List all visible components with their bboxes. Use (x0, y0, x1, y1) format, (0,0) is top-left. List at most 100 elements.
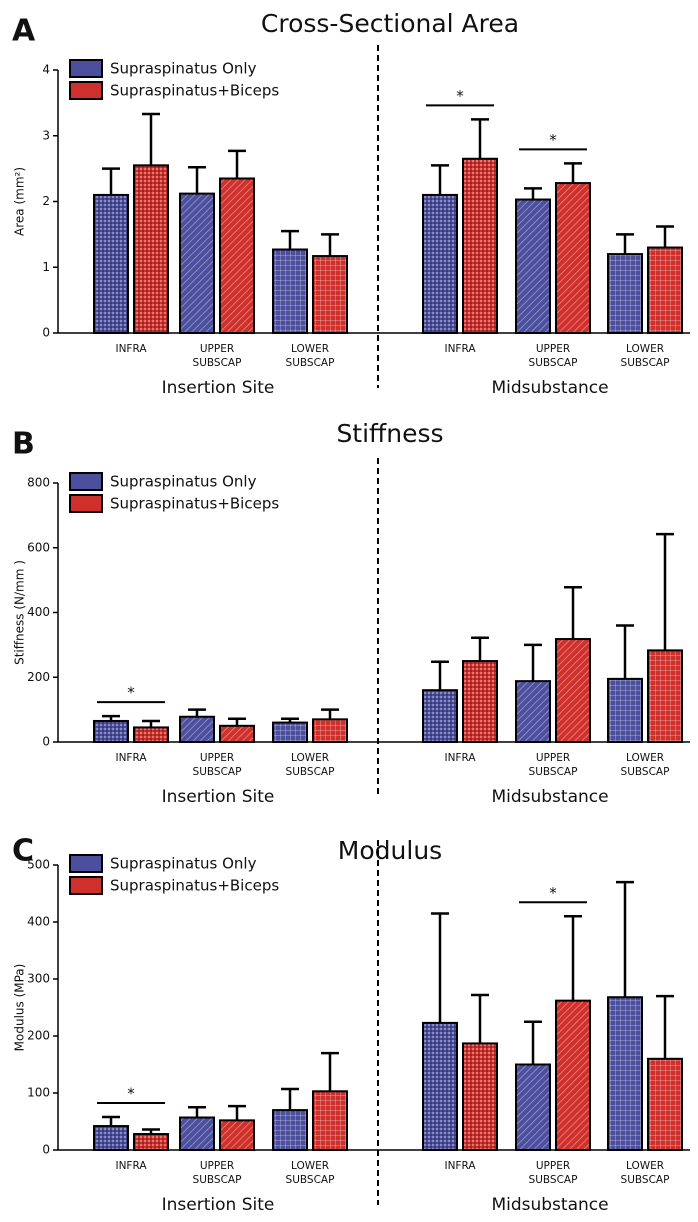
x-tick-label: LOWER SUBSCAP (286, 752, 335, 778)
bar-hatch (314, 1092, 346, 1149)
bar-hatch (609, 998, 641, 1149)
bar-hatch (517, 1065, 549, 1149)
bar-hatch (649, 248, 681, 332)
y-tick-label: 300 (27, 972, 50, 986)
significance-label: * (127, 684, 135, 702)
bar-hatch (609, 255, 641, 332)
bar-hatch (95, 1127, 127, 1149)
group-label: Insertion Site (162, 1195, 275, 1215)
bar-hatch (314, 720, 346, 741)
group-label: Insertion Site (162, 378, 275, 398)
group-label: Midsubstance (491, 378, 608, 398)
bar-hatch (649, 651, 681, 741)
legend-swatch (69, 494, 103, 513)
bar-hatch (609, 679, 641, 741)
y-tick-label: 1 (42, 260, 50, 274)
legend-swatch (69, 59, 103, 78)
legend-label: Supraspinatus Only (110, 60, 257, 78)
bar-hatch (274, 1111, 306, 1149)
chart-title: Modulus (338, 836, 442, 865)
bar-hatch (135, 1135, 167, 1149)
group-label: Midsubstance (491, 1195, 608, 1215)
bar-hatch (557, 640, 589, 741)
y-tick-label: 200 (27, 670, 50, 684)
y-tick-label: 0 (42, 326, 50, 340)
x-tick-label: INFRA (115, 752, 147, 764)
significance-label: * (127, 1084, 135, 1102)
bar-hatch (464, 1044, 496, 1149)
legend-label: Supraspinatus+Biceps (110, 495, 279, 513)
bar-hatch (181, 1118, 213, 1149)
bar-hatch (181, 194, 213, 332)
bar-hatch (274, 250, 306, 332)
x-tick-label: UPPER SUBSCAP (529, 343, 578, 369)
x-tick-label: INFRA (444, 343, 476, 355)
bar-hatch (314, 257, 346, 332)
bar-hatch (557, 1001, 589, 1149)
chart-title: Stiffness (336, 419, 443, 448)
y-tick-label: 4 (42, 63, 50, 77)
y-tick-label: 100 (27, 1086, 50, 1100)
legend-swatch (69, 81, 103, 100)
legend-label: Supraspinatus Only (110, 855, 257, 873)
bar-hatch (424, 195, 456, 332)
x-tick-label: LOWER SUBSCAP (621, 1160, 670, 1186)
bar-hatch (424, 1023, 456, 1149)
x-tick-label: LOWER SUBSCAP (286, 343, 335, 369)
group-label: Midsubstance (491, 787, 608, 807)
chart-title: Cross-Sectional Area (261, 9, 519, 38)
x-tick-label: UPPER SUBSCAP (529, 752, 578, 778)
legend-label: Supraspinatus+Biceps (110, 82, 279, 100)
x-tick-label: INFRA (115, 343, 147, 355)
y-tick-label: 0 (42, 735, 50, 749)
legend-swatch (69, 472, 103, 491)
y-tick-label: 600 (27, 540, 50, 554)
x-tick-label: UPPER SUBSCAP (193, 1160, 242, 1186)
group-label: Insertion Site (162, 787, 275, 807)
bar-hatch (464, 159, 496, 332)
legend-label: Supraspinatus+Biceps (110, 877, 279, 895)
x-tick-label: INFRA (115, 1160, 147, 1172)
x-tick-label: LOWER SUBSCAP (621, 752, 670, 778)
bar-hatch (135, 728, 167, 741)
x-tick-label: UPPER SUBSCAP (193, 752, 242, 778)
y-tick-label: 200 (27, 1029, 50, 1043)
bar-hatch (517, 200, 549, 332)
bar-hatch (464, 662, 496, 741)
y-tick-label: 400 (27, 605, 50, 619)
y-axis-label: Modulus (MPa) (13, 964, 27, 1052)
bar-hatch (135, 166, 167, 332)
y-tick-label: 0 (42, 1143, 50, 1157)
bar-hatch (221, 179, 253, 332)
y-tick-label: 800 (27, 476, 50, 490)
bar-hatch (95, 721, 127, 741)
x-tick-label: INFRA (444, 752, 476, 764)
bar-hatch (221, 1121, 253, 1149)
panel-label: C (12, 834, 34, 869)
bar-hatch (221, 726, 253, 741)
bar-hatch (649, 1059, 681, 1149)
x-tick-label: LOWER SUBSCAP (286, 1160, 335, 1186)
y-axis-label: Stiffness (N/mm ) (13, 560, 27, 665)
y-tick-label: 400 (27, 915, 50, 929)
panel-label: A (12, 14, 36, 49)
legend-swatch (69, 854, 103, 873)
bar-hatch (95, 195, 127, 332)
y-axis-label: Area (mm²) (13, 167, 27, 236)
legend-swatch (69, 876, 103, 895)
y-tick-label: 500 (27, 858, 50, 872)
significance-label: * (456, 87, 464, 105)
bar-hatch (181, 717, 213, 741)
bar-hatch (424, 691, 456, 741)
bar-hatch (517, 682, 549, 741)
legend-label: Supraspinatus Only (110, 473, 257, 491)
panel-label: B (12, 427, 35, 462)
significance-label: * (549, 131, 557, 149)
x-tick-label: UPPER SUBSCAP (529, 1160, 578, 1186)
y-tick-label: 3 (42, 128, 50, 142)
significance-label: * (549, 884, 557, 902)
bar-hatch (274, 723, 306, 741)
x-tick-label: INFRA (444, 1160, 476, 1172)
bar-hatch (557, 184, 589, 332)
